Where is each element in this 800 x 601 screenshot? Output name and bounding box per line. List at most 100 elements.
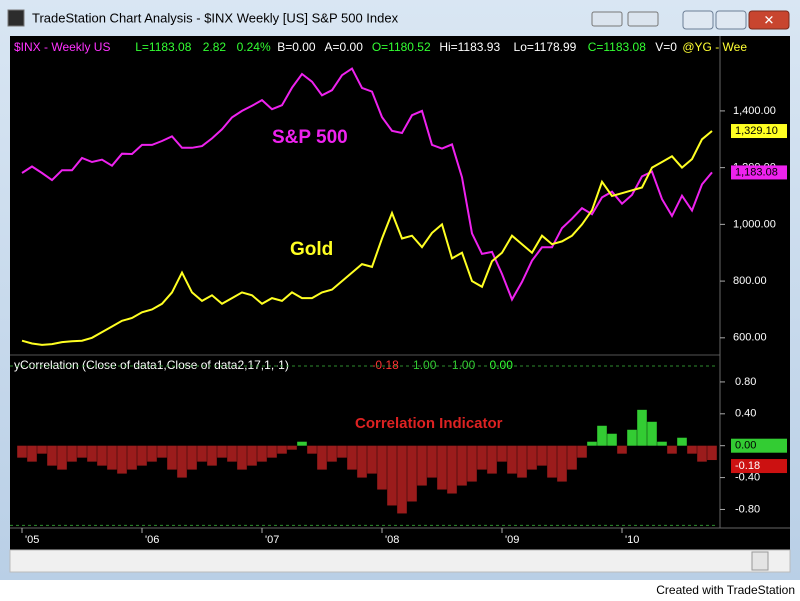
bar — [707, 445, 717, 461]
y-tick-label: 0.80 — [735, 376, 756, 388]
series-line — [21, 67, 713, 302]
annotation: S&P 500 — [272, 127, 348, 148]
last-value-label: -0.18 — [735, 460, 760, 472]
x-tick-label: '07 — [265, 534, 279, 546]
bar — [377, 445, 387, 490]
bar — [87, 445, 97, 462]
last-value-label: 1,329.10 — [735, 125, 778, 137]
last-value-box — [731, 165, 787, 180]
header-item: 2.82 — [203, 40, 227, 54]
bar — [207, 445, 217, 466]
bar — [427, 445, 437, 478]
bar — [227, 445, 237, 462]
y-tick-label: 0.00 — [735, 440, 756, 452]
bar — [287, 445, 297, 450]
bar — [527, 445, 537, 470]
x-tick-label: '05 — [25, 534, 39, 546]
scroll-button[interactable] — [751, 551, 769, 571]
bar — [447, 445, 457, 494]
bar — [507, 445, 517, 474]
bar — [487, 445, 497, 474]
bar — [197, 445, 207, 462]
header-item: @YG - Wee — [682, 40, 747, 54]
y-tick-label: 0.40 — [735, 408, 756, 420]
bar — [137, 445, 147, 466]
bar — [547, 445, 557, 478]
bar — [677, 437, 687, 446]
y-tick-label: -0.80 — [735, 503, 760, 515]
window-button[interactable] — [627, 11, 659, 27]
bar — [117, 445, 127, 474]
window-button[interactable] — [591, 11, 623, 27]
indicator-legend: 0.00 — [490, 358, 514, 372]
bar — [97, 445, 107, 466]
bar — [27, 445, 37, 462]
bar — [337, 445, 347, 458]
last-value-box — [731, 459, 787, 474]
x-tick-label: '06 — [145, 534, 159, 546]
bar — [257, 445, 267, 462]
bar — [217, 445, 227, 458]
bar — [407, 445, 417, 502]
close-button[interactable] — [748, 10, 790, 30]
header-item: O=1180.52 — [372, 40, 431, 54]
bar — [347, 445, 357, 470]
bar — [697, 445, 707, 462]
bar — [297, 441, 307, 446]
bar — [617, 445, 627, 454]
last-value-label: 1,183.08 — [735, 166, 778, 178]
x-tick-label: '09 — [505, 534, 519, 546]
y-tick-label: -0.40 — [735, 471, 760, 483]
bar — [57, 445, 67, 470]
y-tick-label: 1,400.00 — [733, 105, 776, 117]
bar — [477, 445, 487, 470]
window-title: TradeStation Chart Analysis - $INX Weekl… — [32, 10, 399, 25]
footer: Created with TradeStation — [656, 583, 795, 597]
close-glyph: ✕ — [764, 12, 775, 27]
bar — [177, 445, 187, 478]
bar — [187, 445, 197, 470]
indicator-legend: -0.18 — [371, 358, 399, 372]
header-item: B=0.00 — [277, 40, 316, 54]
bar — [327, 445, 337, 462]
bar — [307, 445, 317, 454]
scrollbar[interactable] — [9, 549, 791, 573]
bar — [567, 445, 577, 470]
bar — [637, 409, 647, 446]
bar — [67, 445, 77, 462]
bar — [237, 445, 247, 470]
bar — [587, 441, 597, 446]
bar — [37, 445, 47, 454]
app-icon — [7, 9, 25, 27]
annotation: Gold — [290, 239, 333, 260]
header-item: 0.24% — [237, 40, 271, 54]
bar — [397, 445, 407, 514]
bar — [157, 445, 167, 458]
bar — [667, 445, 677, 454]
indicator-legend: yCorrelation (Close of data1,Close of da… — [14, 358, 289, 372]
bar — [457, 445, 467, 486]
bar — [437, 445, 447, 490]
bar — [517, 445, 527, 478]
x-tick-label: '08 — [385, 534, 399, 546]
bar — [417, 445, 427, 486]
bar — [367, 445, 377, 474]
bar — [247, 445, 257, 466]
x-tick-label: '10 — [625, 534, 639, 546]
header-item: L=1183.08 — [135, 40, 191, 54]
y-tick-label: 1,000.00 — [733, 218, 776, 230]
bar — [627, 429, 637, 446]
bar — [357, 445, 367, 478]
bar — [17, 445, 27, 458]
last-value-box — [731, 124, 787, 139]
bar — [267, 445, 277, 458]
minimize-button[interactable] — [682, 10, 714, 30]
bar — [277, 445, 287, 454]
indicator-legend: -1.00 — [448, 358, 476, 372]
bar — [317, 445, 327, 470]
maximize-button[interactable] — [715, 10, 747, 30]
bar — [147, 445, 157, 462]
bar — [387, 445, 397, 506]
header-item: Lo=1178.99 — [514, 40, 577, 54]
